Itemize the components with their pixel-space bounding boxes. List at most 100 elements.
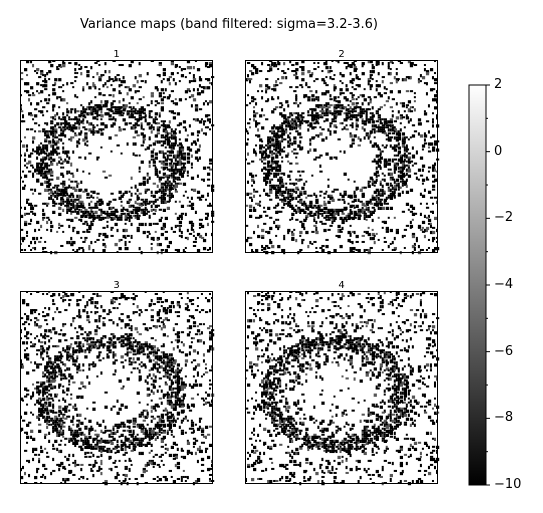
- variance-pixel: [192, 367, 197, 371]
- variance-pixel: [72, 317, 76, 320]
- variance-pixel: [74, 349, 78, 353]
- variance-pixel: [78, 347, 82, 350]
- variance-pixel: [289, 170, 293, 173]
- variance-pixel: [62, 202, 65, 205]
- variance-pixel: [329, 104, 333, 107]
- variance-pixel: [42, 176, 46, 179]
- variance-pixel: [146, 393, 150, 397]
- variance-pixel: [80, 72, 83, 76]
- variance-pixel: [70, 431, 73, 434]
- variance-pixel: [72, 423, 75, 426]
- variance-pixel: [70, 355, 74, 359]
- variance-pixel: [381, 190, 385, 193]
- variance-pixel: [190, 419, 193, 422]
- variance-pixel: [295, 196, 298, 200]
- variance-pixel: [361, 72, 365, 76]
- variance-pixel: [42, 311, 45, 314]
- variance-pixel: [317, 122, 320, 125]
- variance-pixel: [42, 208, 45, 212]
- variance-pixel: [78, 313, 81, 316]
- variance-pixel: [44, 158, 47, 161]
- variance-pixel: [343, 118, 346, 122]
- variance-pixel: [180, 144, 183, 148]
- variance-pixel: [267, 136, 270, 139]
- variance-pixel: [50, 409, 53, 413]
- variance-pixel: [299, 140, 302, 144]
- variance-pixel: [317, 216, 320, 219]
- variance-pixel: [170, 142, 173, 145]
- variance-pixel: [389, 68, 392, 71]
- variance-pixel: [70, 377, 74, 380]
- variance-pixel: [132, 116, 136, 119]
- variance-pixel: [160, 194, 163, 197]
- variance-pixel: [98, 339, 102, 342]
- variance-pixel: [353, 88, 357, 91]
- variance-pixel: [168, 369, 172, 372]
- variance-pixel: [160, 248, 164, 251]
- variance-pixel: [110, 299, 114, 302]
- variance-pixel: [90, 343, 94, 347]
- variance-pixel: [130, 126, 134, 130]
- variance-pixel: [176, 381, 181, 385]
- variance-pixel: [136, 134, 140, 137]
- variance-pixel: [90, 427, 94, 431]
- variance-pixel: [96, 106, 100, 109]
- variance-pixel: [395, 68, 398, 71]
- variance-pixel: [397, 194, 402, 197]
- variance-pixel: [20, 228, 24, 231]
- variance-pixel: [395, 80, 398, 84]
- variance-pixel: [419, 192, 422, 196]
- variance-pixel: [327, 106, 331, 109]
- variance-pixel: [136, 331, 139, 334]
- variance-pixel: [98, 76, 102, 79]
- variance-pixel: [154, 152, 158, 156]
- variance-pixel: [48, 156, 52, 159]
- variance-pixel: [44, 240, 47, 243]
- variance-pixel: [273, 186, 277, 190]
- variance-pixel: [108, 114, 112, 118]
- variance-pixel: [146, 178, 149, 182]
- variance-pixel: [62, 142, 65, 145]
- variance-pixel: [166, 369, 169, 372]
- variance-pixel: [427, 238, 430, 241]
- variance-pixel: [74, 180, 78, 183]
- variance-pixel: [283, 196, 286, 200]
- variance-pixel: [347, 110, 350, 113]
- variance-pixel: [178, 224, 183, 227]
- variance-pixel: [40, 345, 44, 348]
- variance-pixel: [166, 419, 170, 422]
- variance-pixel: [373, 196, 376, 200]
- variance-pixel: [375, 130, 379, 133]
- variance-pixel: [249, 236, 253, 239]
- variance-pixel: [72, 293, 75, 297]
- variance-pixel: [40, 172, 43, 175]
- variance-pixel: [64, 150, 68, 154]
- variance-pixel: [168, 415, 172, 419]
- variance-pixel: [269, 68, 273, 72]
- variance-pixel: [66, 198, 70, 202]
- variance-pixel: [377, 158, 381, 162]
- variance-pixel: [110, 192, 114, 195]
- variance-pixel: [421, 182, 424, 185]
- variance-pixel: [435, 90, 438, 94]
- variance-pixel: [98, 214, 101, 219]
- variance-pixel: [397, 146, 402, 150]
- variance-pixel: [136, 349, 140, 353]
- variance-pixel: [118, 423, 122, 426]
- variance-pixel: [48, 431, 51, 435]
- variance-pixel: [295, 86, 299, 89]
- variance-pixel: [24, 152, 27, 156]
- variance-pixel: [184, 353, 189, 357]
- variance-pixel: [166, 244, 170, 249]
- variance-pixel: [283, 62, 286, 66]
- variance-pixel: [433, 142, 438, 146]
- variance-pixel: [78, 421, 81, 424]
- variance-pixel: [22, 365, 25, 369]
- variance-pixel: [251, 198, 254, 202]
- variance-pixel: [275, 146, 278, 149]
- variance-pixel: [176, 373, 179, 376]
- variance-pixel: [407, 160, 412, 164]
- variance-pixel: [68, 303, 71, 307]
- variance-pixel: [62, 130, 65, 133]
- variance-pixel: [48, 178, 51, 182]
